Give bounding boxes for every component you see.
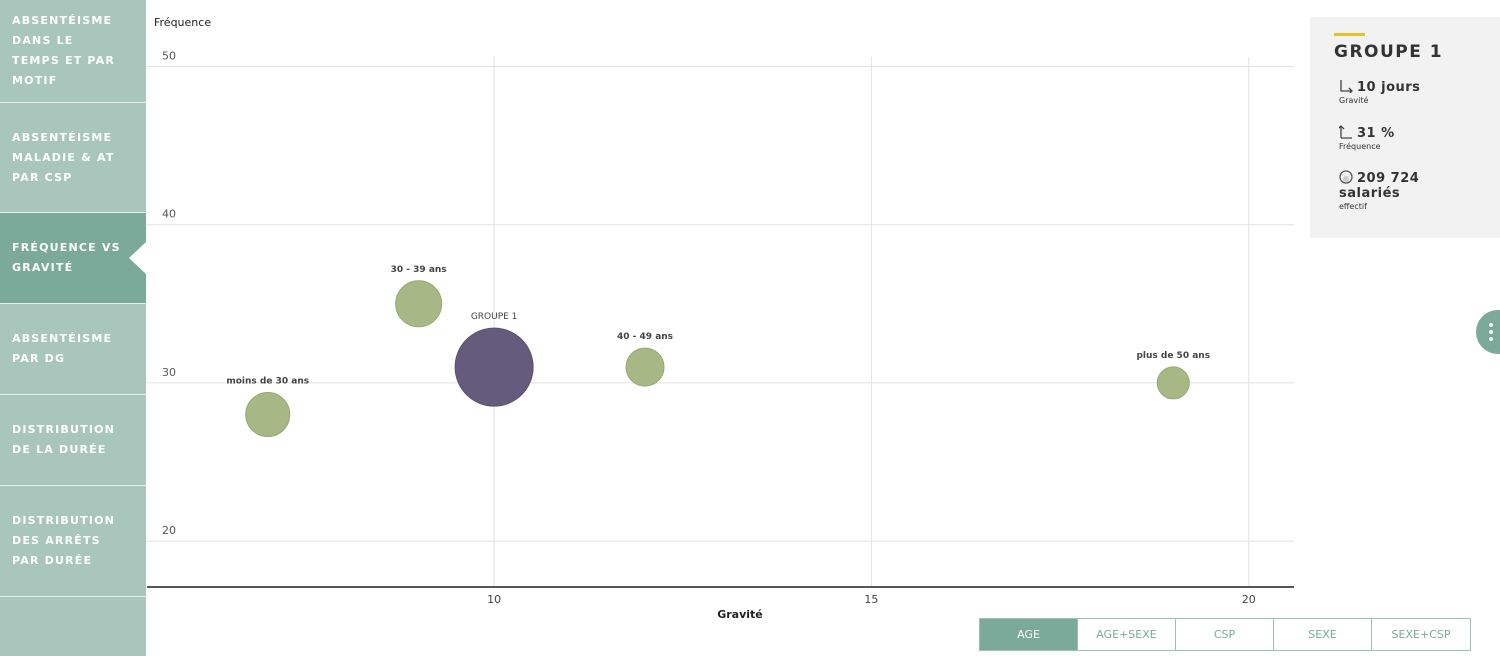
sidebar-item-2[interactable]: ABSENTÉISME MALADIE & AT PAR CSP <box>0 103 146 213</box>
sidebar-item-3[interactable]: FRÉQUENCE VS GRAVITÉ <box>0 213 146 304</box>
effectif-stat: 209 724 salariés effectif <box>1339 170 1420 211</box>
x-axis-icon <box>1340 80 1353 93</box>
dot <box>1489 330 1493 334</box>
x-tick-label: 10 <box>487 593 501 606</box>
y-tick-label: 40 <box>162 208 176 221</box>
bubble-size-icon <box>1339 170 1353 184</box>
sidebar-item-1[interactable]: ABSENTÉISME DANS LE TEMPS ET PAR MOTIF <box>0 0 146 103</box>
grouping-toggle: AGE AGE+SEXE CSP SEXE SEXE+CSP <box>979 618 1471 651</box>
group-title: GROUPE 1 <box>1334 42 1444 62</box>
bubble-label: 30 - 39 ans <box>391 265 447 275</box>
bubble-label: GROUPE 1 <box>471 312 518 322</box>
x-axis-title: Gravité <box>717 608 763 621</box>
bubble-point <box>245 392 291 438</box>
y-axis-title: Fréquence <box>154 16 211 29</box>
accent-bar <box>1334 33 1365 36</box>
bubble-point <box>454 327 534 407</box>
sidebar-item-6[interactable]: DISTRIBUTION DES ARRÊTS PAR DURÉE <box>0 486 146 597</box>
sidebar: ABSENTÉISME DANS LE TEMPS ET PAR MOTIF AB… <box>0 0 146 656</box>
grouping-button-sexe-csp[interactable]: SEXE+CSP <box>1372 619 1470 650</box>
grouping-button-age[interactable]: AGE <box>980 619 1078 650</box>
more-options-button[interactable] <box>1476 310 1500 354</box>
y-tick-label: 20 <box>162 524 176 537</box>
bubble-point <box>395 280 443 328</box>
grouping-button-csp[interactable]: CSP <box>1176 619 1274 650</box>
bubble-point <box>625 347 665 387</box>
grouping-button-sexe[interactable]: SEXE <box>1274 619 1372 650</box>
x-tick-label: 15 <box>864 593 878 606</box>
grouping-button-age-sexe[interactable]: AGE+SEXE <box>1078 619 1176 650</box>
bubble-chart: 20 30 40 50 10 15 20 Fréquence Gravité moins de 3… <box>147 16 1294 621</box>
sidebar-item-label: ABSENTÉISME PAR DG <box>12 332 113 365</box>
bubble-label: plus de 50 ans <box>1136 351 1210 361</box>
x-tick-label: 20 <box>1242 593 1256 606</box>
bubble-label: moins de 30 ans <box>226 377 309 387</box>
dot <box>1489 337 1493 341</box>
sidebar-item-label: DISTRIBUTION DE LA DURÉE <box>12 423 116 456</box>
y-tick-label: 50 <box>162 49 176 62</box>
bubble-point <box>1156 366 1190 400</box>
info-panel: GROUPE 1 10 jours Gravité 31 % Fréquence… <box>1310 17 1500 238</box>
y-tick-label: 30 <box>162 366 176 379</box>
sidebar-item-label: ABSENTÉISME DANS LE TEMPS ET PAR MOTIF <box>12 14 116 87</box>
sidebar-item-label: ABSENTÉISME MALADIE & AT PAR CSP <box>12 130 115 184</box>
frequence-stat: 31 % Fréquence <box>1339 125 1395 151</box>
sidebar-item-label: FRÉQUENCE VS GRAVITÉ <box>12 241 121 274</box>
y-axis-icon <box>1339 125 1352 139</box>
bubble-label: 40 - 49 ans <box>617 332 673 342</box>
sidebar-item-label: DISTRIBUTION DES ARRÊTS PAR DURÉE <box>12 514 116 567</box>
gravite-stat: 10 jours Gravité <box>1339 80 1421 105</box>
sidebar-item-4[interactable]: ABSENTÉISME PAR DG <box>0 304 146 395</box>
vertical-ellipsis-icon <box>1489 323 1493 327</box>
sidebar-item-5[interactable]: DISTRIBUTION DE LA DURÉE <box>0 395 146 486</box>
